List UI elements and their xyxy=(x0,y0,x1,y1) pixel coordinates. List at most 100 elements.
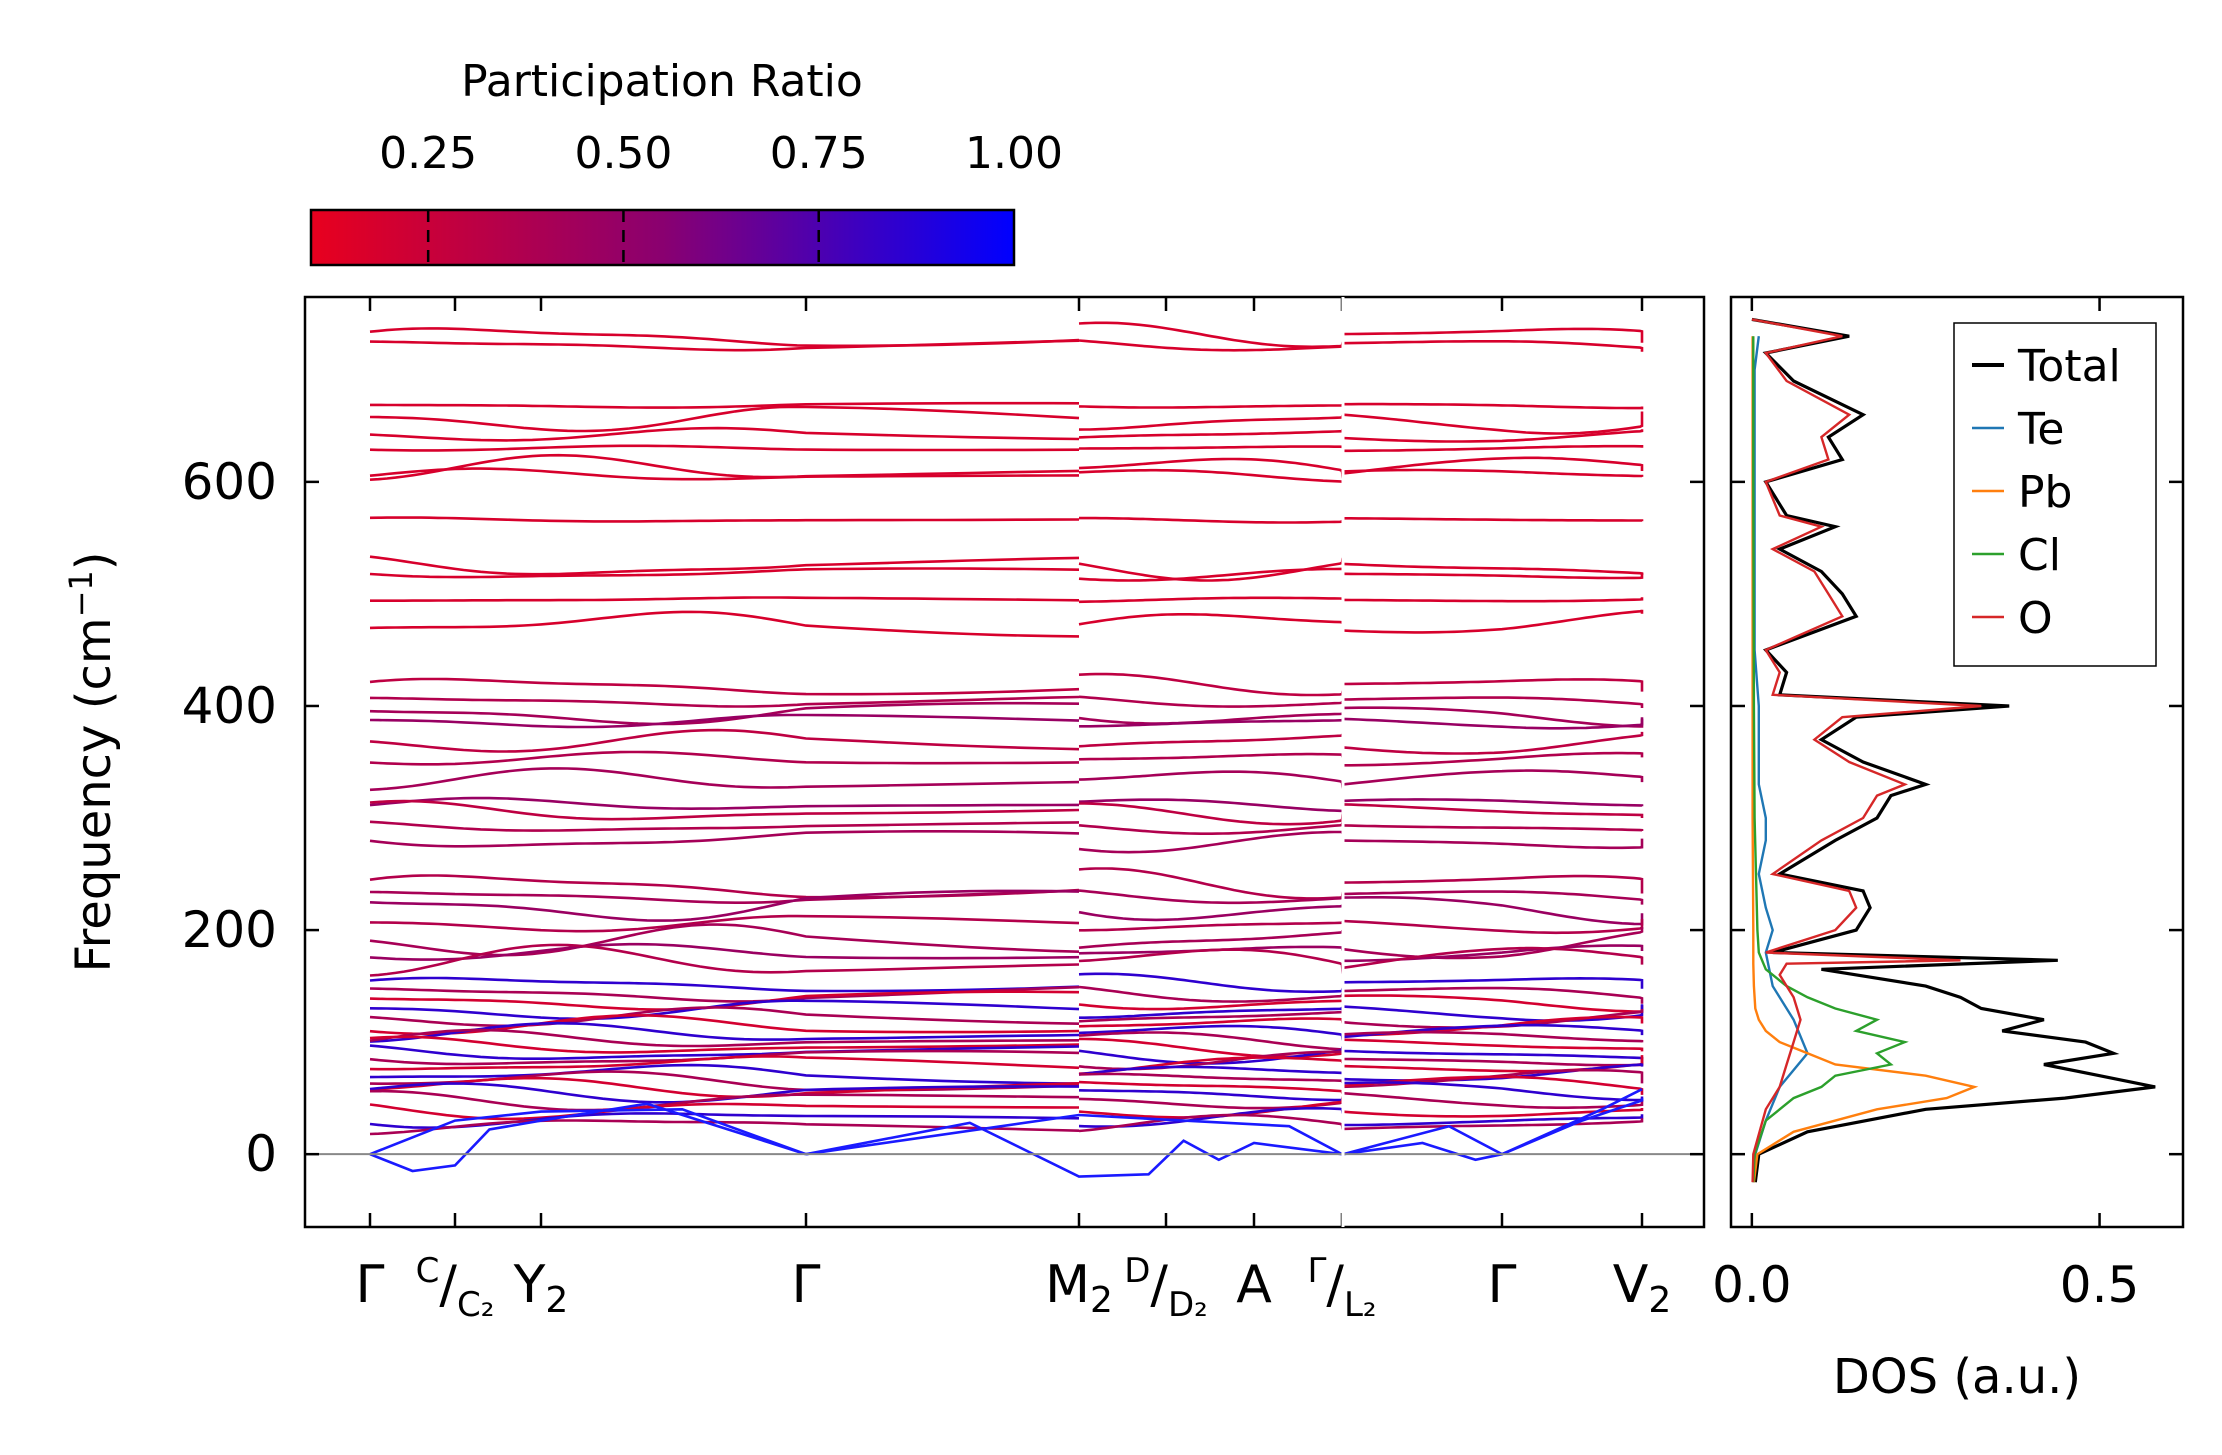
band-line xyxy=(1342,1030,1644,1043)
band-line xyxy=(1342,1023,1644,1039)
legend-label: Total xyxy=(2017,341,2121,392)
band-line xyxy=(370,596,1080,603)
band-line xyxy=(1078,972,1345,994)
y-axis-label: Frequency (cm−1) xyxy=(62,551,122,972)
band-line xyxy=(369,889,1080,905)
band-line xyxy=(1342,1075,1644,1095)
band-line xyxy=(369,405,1080,433)
y-axis-label-close: ) xyxy=(66,551,122,570)
band-line xyxy=(369,750,1080,766)
band-line xyxy=(1078,903,1345,922)
band-line xyxy=(1342,1038,1644,1052)
band-line xyxy=(1342,1118,1644,1131)
band-line xyxy=(369,555,1080,576)
band-line xyxy=(1078,672,1345,697)
legend-label: Cl xyxy=(2018,530,2061,581)
band-line xyxy=(369,767,1080,792)
y-axis-label-sup: −1 xyxy=(62,570,100,617)
acoustic-branch xyxy=(369,1102,807,1173)
colorbar-gradient xyxy=(309,208,1016,267)
band-line xyxy=(1342,769,1644,786)
band-line xyxy=(369,444,1080,452)
band-line xyxy=(369,567,1080,579)
k-point-label: Y2 xyxy=(513,1255,569,1321)
band-line xyxy=(369,1035,1080,1054)
k-label-sup: C xyxy=(416,1251,440,1291)
acoustic-branch xyxy=(805,1113,1343,1156)
band-line xyxy=(1343,751,1644,767)
k-label-slash: / xyxy=(1326,1255,1344,1315)
colorbar-ticks: 0.25 0.50 0.75 1.00 xyxy=(379,128,1063,265)
band-line xyxy=(1342,339,1644,352)
acoustic-branch xyxy=(369,1107,807,1156)
band-line xyxy=(1342,717,1644,730)
dos-lines xyxy=(1751,317,2156,1183)
k-label-sub: 2 xyxy=(545,1280,568,1321)
band-line xyxy=(1342,946,1644,970)
band-line xyxy=(1343,1114,1644,1127)
band-line xyxy=(1078,889,1345,905)
legend-label: O xyxy=(2018,593,2053,644)
band-line xyxy=(369,1049,1080,1066)
legend: Total Te Pb Cl O xyxy=(1953,322,2157,667)
band-line xyxy=(369,1063,1080,1085)
band-line xyxy=(369,677,1080,696)
dos-x-tick-label: 0.5 xyxy=(2060,1256,2140,1314)
legend-box xyxy=(1953,322,2157,667)
colorbar-title: Participation Ratio xyxy=(461,56,863,107)
k-label-main: Γ xyxy=(792,1255,821,1315)
band-line xyxy=(1343,516,1644,522)
band-line xyxy=(369,829,1080,848)
k-label-main: M xyxy=(1045,1255,1090,1315)
band-line xyxy=(1342,890,1644,905)
band-line xyxy=(1343,444,1644,453)
colorbar-tick-label: 0.75 xyxy=(770,128,868,179)
band-line xyxy=(369,796,1080,811)
colorbar: Participation Ratio 0.25 0.50 0.75 1.00 xyxy=(309,56,1063,267)
band-line xyxy=(1342,678,1644,692)
legend-label: Pb xyxy=(2018,467,2072,518)
dos-line-total xyxy=(1751,317,2156,1183)
dos-axes-frame xyxy=(1729,295,2185,1229)
band-line xyxy=(1078,695,1345,708)
band-line xyxy=(1078,929,1345,949)
band-axes-frame xyxy=(303,295,1706,1229)
band-line xyxy=(1078,985,1345,1003)
band-line xyxy=(1078,752,1345,761)
k-point-label: C/C₂ xyxy=(416,1251,495,1325)
band-line xyxy=(1342,1057,1644,1067)
k-label-sub: L₂ xyxy=(1344,1285,1377,1325)
k-point-label: Γ xyxy=(792,1255,821,1315)
k-label-main: Γ xyxy=(356,1255,385,1315)
band-line xyxy=(1342,468,1644,478)
band-line xyxy=(1078,403,1344,409)
band-line xyxy=(1342,456,1644,475)
band-line xyxy=(1079,802,1345,826)
band-line xyxy=(1342,609,1644,634)
band-line xyxy=(1342,696,1644,708)
dos-line-te xyxy=(1752,336,1809,1183)
dos-x-label: DOS (a.u.) xyxy=(1833,1349,2081,1405)
band-line xyxy=(369,1028,1080,1048)
band-line xyxy=(369,1082,1080,1104)
band-line xyxy=(369,914,1080,933)
k-label-slash: / xyxy=(1150,1255,1168,1315)
band-line xyxy=(1342,597,1644,603)
dos-line-pb xyxy=(1751,336,1979,1183)
band-line xyxy=(369,1119,1080,1136)
band-line xyxy=(1342,895,1644,926)
k-point-label: Γ xyxy=(356,1255,385,1315)
legend-items: Total Te Pb Cl O xyxy=(1972,341,2121,644)
band-line xyxy=(369,713,1080,729)
band-line xyxy=(1342,986,1644,1004)
band-line xyxy=(369,943,1080,977)
band-line xyxy=(1342,838,1644,850)
k-label-slash: / xyxy=(439,1255,457,1315)
k-label-sub: 2 xyxy=(1648,1280,1671,1321)
k-label-sup: Γ xyxy=(1307,1251,1326,1291)
colorbar-tick-label: 1.00 xyxy=(965,128,1063,179)
k-point-label: M2 xyxy=(1045,1255,1113,1321)
band-line xyxy=(1343,944,1644,963)
dos-line-o xyxy=(1751,318,1982,1183)
band-line xyxy=(369,923,1080,957)
